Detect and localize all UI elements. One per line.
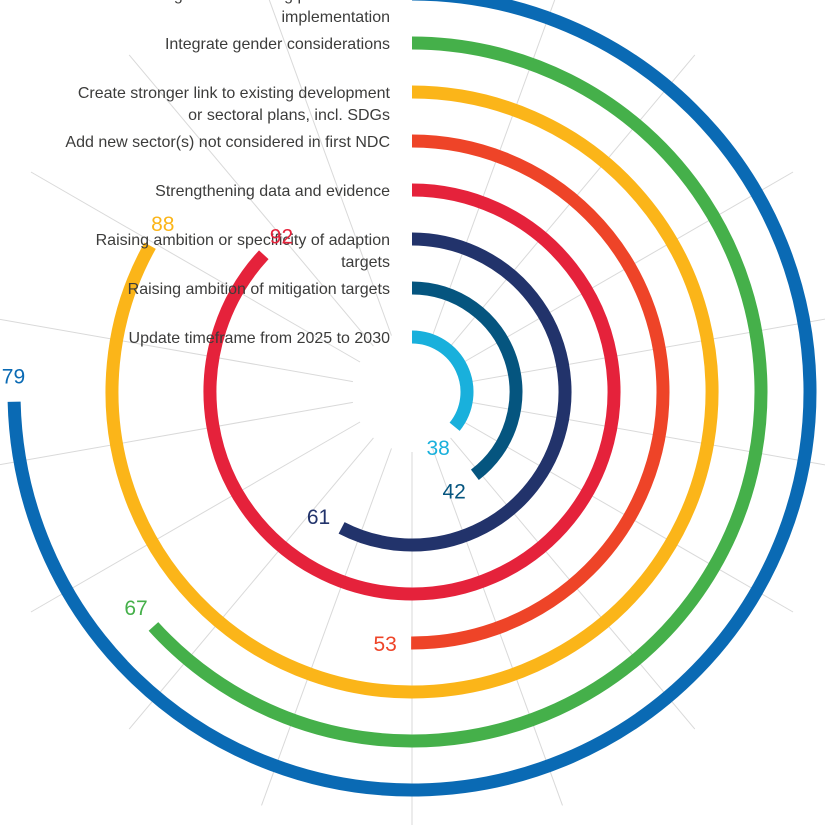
grid-line [128,437,374,730]
bar [411,281,523,481]
value-label: 61 [307,506,330,529]
bar [7,0,817,797]
category-label: targets [341,254,390,271]
bar [105,85,719,699]
bar [338,232,572,552]
bar [411,330,474,431]
category-label: Add new sector(s) not considered in firs… [65,134,390,151]
grid-line [0,401,353,466]
value-label: 38 [427,437,450,460]
category-label: Strengthening data and evidence [155,183,390,200]
bar [148,36,768,748]
category-label: Raising ambition of mitigation targets [128,281,390,298]
bar [411,134,670,650]
category-label: or sectoral plans, incl. SDGs [188,107,390,124]
category-label: Including and monitoring plan for NDC [119,0,390,4]
category-labels: Including and monitoring plan for NDC imp… [65,0,390,347]
category-label: Create stronger link to existing develop… [78,85,391,102]
bar [203,183,621,601]
grid-line [268,0,392,336]
grid-line [128,54,374,347]
category-label: implementation [282,9,391,26]
category-label: Update timeframe from 2025 to 2030 [129,330,391,347]
grid-line [30,171,361,363]
grid-line [0,318,353,383]
grid-line [261,448,392,806]
grid-line [30,421,361,613]
value-label: 92 [270,226,293,249]
value-label: 79 [2,366,25,389]
bars [7,0,817,797]
value-label: 42 [442,481,465,504]
value-label: 53 [373,633,396,656]
value-labels: 79 67 88 53 92 61 42 38 [2,213,466,656]
category-label: Integrate gender considerations [165,36,390,53]
category-label: Raising ambition or specificity of adapt… [96,232,390,249]
value-label: 67 [124,597,147,620]
value-label: 88 [151,213,174,236]
